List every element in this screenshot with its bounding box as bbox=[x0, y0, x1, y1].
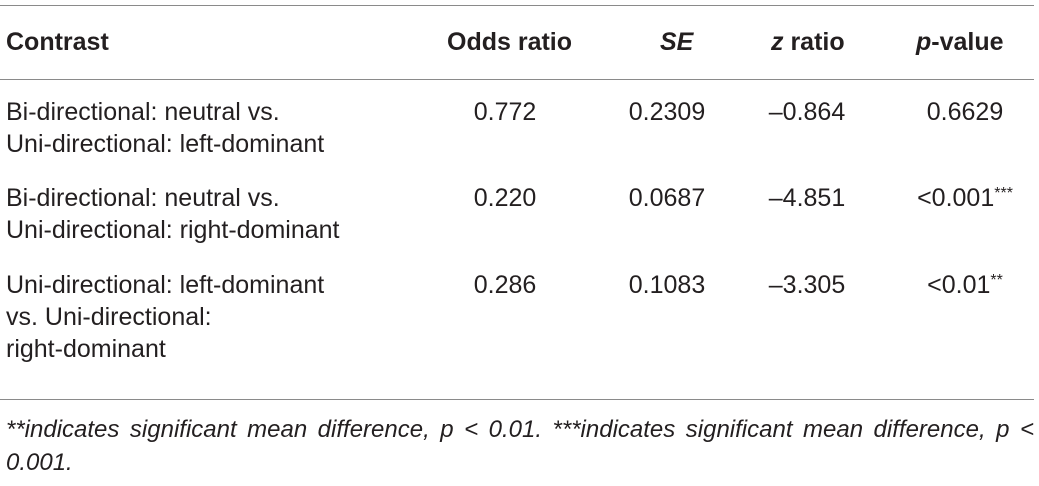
header-z-rest: ratio bbox=[783, 28, 845, 56]
table-row-2-se: 0.0687 bbox=[628, 184, 706, 212]
header-z-ratio: z ratio bbox=[771, 26, 845, 58]
table-row-2-contrast: Bi-directional: neutral vs. Uni-directio… bbox=[6, 182, 339, 246]
table-row-1-z-ratio: –0.864 bbox=[768, 98, 846, 126]
table-row-3-contrast: Uni-directional: left-dominant vs. Uni-d… bbox=[6, 269, 324, 365]
table-row-2-z-ratio: –4.851 bbox=[768, 184, 846, 212]
significance-marker: *** bbox=[994, 185, 1013, 202]
header-contrast: Contrast bbox=[6, 28, 109, 56]
table-bottom-rule bbox=[0, 399, 1034, 400]
table-row-1-contrast: Bi-directional: neutral vs. Uni-directio… bbox=[6, 96, 324, 160]
p-value-text: <0.001 bbox=[917, 184, 995, 212]
contrast-line: Uni-directional: left-dominant bbox=[6, 130, 325, 158]
p-value-text: 0.6629 bbox=[926, 98, 1004, 126]
table-row-1-se: 0.2309 bbox=[628, 98, 706, 126]
contrast-line: right-dominant bbox=[6, 335, 166, 363]
table-row-1-p-value: 0.6629 bbox=[890, 96, 1039, 128]
table-row-1-odds-ratio: 0.772 bbox=[473, 98, 537, 126]
header-z-letter: z bbox=[771, 28, 784, 56]
contrast-line: Bi-directional: neutral vs. bbox=[6, 98, 280, 126]
table-row-3-p-value: <0.01** bbox=[890, 269, 1039, 301]
table-row-2-odds-ratio: 0.220 bbox=[473, 184, 537, 212]
table-footnote: **indicates significant mean difference,… bbox=[6, 416, 1034, 476]
header-se: SE bbox=[660, 28, 694, 56]
contrast-line: Uni-directional: left-dominant bbox=[6, 271, 325, 299]
header-p-rest: -value bbox=[931, 28, 1004, 56]
contrast-line: Bi-directional: neutral vs. bbox=[6, 184, 280, 212]
table-row-2-p-value: <0.001*** bbox=[890, 182, 1039, 214]
table-top-rule bbox=[0, 5, 1034, 6]
header-p-letter: p bbox=[916, 28, 932, 56]
p-value-text: <0.01 bbox=[927, 271, 991, 299]
table-row-3-z-ratio: –3.305 bbox=[768, 271, 846, 299]
table-row-3-se: 0.1083 bbox=[628, 271, 706, 299]
significance-marker: ** bbox=[990, 272, 1003, 289]
table-row-3-odds-ratio: 0.286 bbox=[473, 271, 537, 299]
contrast-line: Uni-directional: right-dominant bbox=[6, 216, 340, 244]
header-p-value: p-value bbox=[916, 26, 1004, 58]
header-odds-ratio: Odds ratio bbox=[447, 28, 573, 56]
contrast-line: vs. Uni-directional: bbox=[6, 303, 212, 331]
header-rule bbox=[0, 79, 1034, 80]
